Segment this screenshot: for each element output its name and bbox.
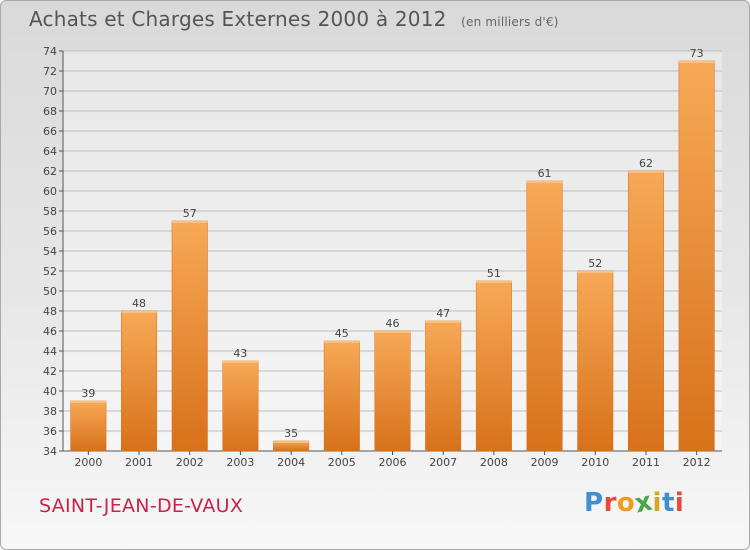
x-tick-label: 2004 [277,456,305,469]
y-tick-label: 56 [43,225,57,238]
x-tick-label: 2012 [683,456,711,469]
x-tick-label: 2005 [328,456,356,469]
logo-letter: t [661,488,675,518]
y-tick-label: 60 [43,185,57,198]
y-tick-label: 62 [43,165,57,178]
bar-highlight [678,61,715,63]
x-tick-label: 2009 [531,456,559,469]
logo-letter: P [584,488,604,518]
data-label: 35 [284,427,298,440]
bar-highlight [273,441,309,443]
bar-highlight [70,401,107,403]
bar [526,180,563,452]
bar-highlight [425,321,461,323]
y-tick-label: 36 [43,425,57,438]
y-tick-label: 66 [43,125,57,138]
data-label: 73 [690,47,704,60]
data-label: 61 [538,167,552,180]
x-tick-label: 2000 [74,456,102,469]
bar-highlight [374,331,411,333]
data-label: 45 [335,327,349,340]
bar-highlight [121,311,157,313]
x-tick-label: 2003 [226,456,254,469]
x-tick-label: 2007 [429,456,457,469]
bar-highlight [222,361,259,363]
bar [425,320,462,452]
logo-letter: r [603,488,617,518]
x-tick-label: 2008 [480,456,508,469]
x-tick-label: 2001 [125,456,153,469]
y-tick-label: 64 [43,145,57,158]
proxiti-logo: Proxiti [584,487,685,520]
data-label: 43 [233,347,247,360]
y-tick-label: 34 [43,445,57,458]
bar-highlight [577,271,614,273]
bar [222,360,259,452]
y-tick-label: 54 [43,245,57,258]
bar [475,280,512,452]
bar [577,270,614,452]
bar-highlight [628,171,664,173]
bar [70,400,107,452]
x-tick-label: 2011 [632,456,660,469]
y-tick-label: 72 [43,65,57,78]
bar [121,310,158,452]
bar-highlight [476,281,512,283]
y-tick-label: 50 [43,285,57,298]
x-tick-label: 2002 [176,456,204,469]
y-tick-label: 52 [43,265,57,278]
bar [374,330,411,452]
x-tick-label: 2006 [379,456,407,469]
y-tick-label: 70 [43,85,57,98]
x-tick-label: 2010 [581,456,609,469]
y-tick-label: 40 [43,385,57,398]
data-label: 51 [487,267,501,280]
data-label: 52 [588,257,602,270]
y-tick-label: 74 [43,45,57,58]
chart-title: Achats et Charges Externes 2000 à 2012 (… [29,7,559,31]
y-tick-label: 58 [43,205,57,218]
bar [678,60,715,452]
logo-letter: o [616,488,636,518]
data-label: 47 [436,307,450,320]
logo-letter: i [674,488,685,518]
chart-title-text: Achats et Charges Externes 2000 à 2012 [29,7,447,31]
data-label: 48 [132,297,146,310]
y-tick-label: 68 [43,105,57,118]
data-label: 46 [386,317,400,330]
bar-highlight [526,181,563,183]
plot-area: 34 36 38 40 42 44 46 48 50 52 54 56 58 60 62 64 66 68 70 72… [43,45,722,469]
y-tick-label: 46 [43,325,57,338]
logo-letter: i [652,488,662,518]
commune-name: SAINT-JEAN-DE-VAUX [39,495,244,517]
bar-highlight [324,341,360,343]
data-label: 39 [81,387,95,400]
y-tick-label: 42 [43,365,57,378]
bar-highlight [171,221,208,223]
y-tick-label: 38 [43,405,57,418]
data-label: 62 [639,157,653,170]
bar [627,170,664,452]
bar [323,340,360,452]
y-tick-label: 48 [43,305,57,318]
data-label: 57 [183,207,197,220]
bar [171,220,208,452]
y-tick-label: 44 [43,345,57,358]
chart-subtitle: (en milliers d'€) [461,15,559,29]
